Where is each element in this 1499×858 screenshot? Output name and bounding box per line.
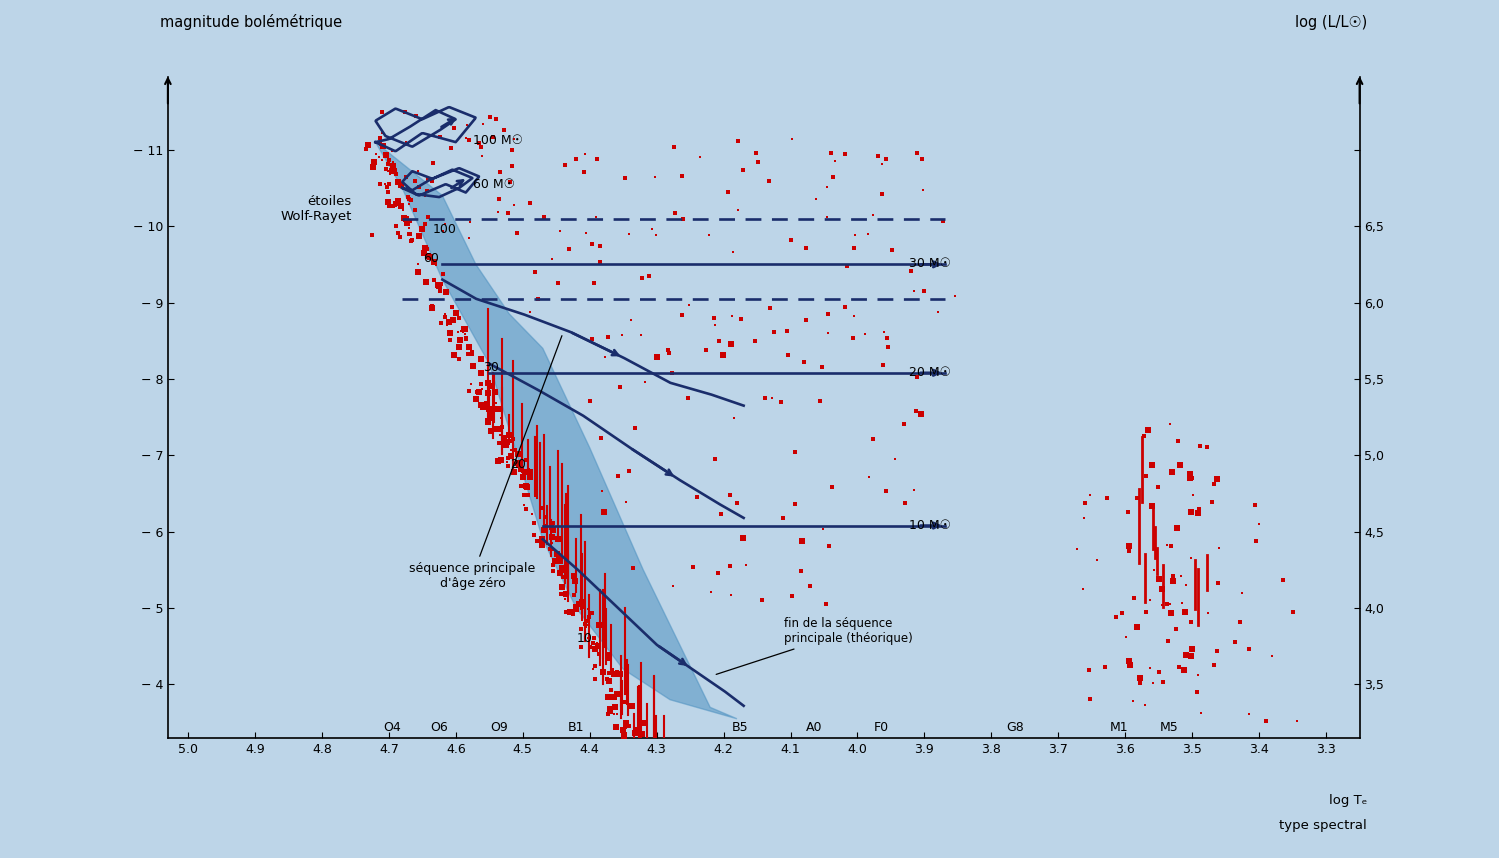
Text: étoiles
Wolf-Rayet: étoiles Wolf-Rayet [280, 196, 352, 223]
Text: B5: B5 [732, 721, 748, 734]
Text: O6: O6 [430, 721, 448, 734]
Text: 100 M☉: 100 M☉ [472, 134, 522, 147]
Text: 100: 100 [432, 223, 456, 237]
Text: log Tₑ: log Tₑ [1328, 794, 1367, 807]
Text: 30: 30 [483, 361, 499, 374]
Polygon shape [375, 142, 738, 719]
Text: M5: M5 [1159, 721, 1178, 734]
Text: O9: O9 [490, 721, 508, 734]
Text: magnitude bolémétrique: magnitude bolémétrique [160, 14, 342, 30]
Text: B1: B1 [568, 721, 585, 734]
Text: F0: F0 [874, 721, 889, 734]
Text: 10 M☉: 10 M☉ [910, 519, 952, 532]
Text: G8: G8 [1006, 721, 1024, 734]
Text: 60: 60 [423, 251, 439, 265]
Text: séquence principale
d'âge zéro: séquence principale d'âge zéro [409, 335, 562, 589]
Text: O4: O4 [384, 721, 402, 734]
Text: type spectral: type spectral [1279, 819, 1367, 832]
Text: M1: M1 [1109, 721, 1127, 734]
Text: 20: 20 [510, 458, 526, 471]
Text: log (L/L☉): log (L/L☉) [1295, 15, 1367, 30]
Text: 10: 10 [577, 632, 594, 645]
Text: fin de la séquence
principale (théorique): fin de la séquence principale (théorique… [717, 618, 913, 674]
Text: 20 M☉: 20 M☉ [910, 366, 952, 379]
Text: 30 M☉: 30 M☉ [910, 257, 952, 270]
Text: A0: A0 [805, 721, 823, 734]
Text: 60 M☉: 60 M☉ [472, 178, 514, 191]
